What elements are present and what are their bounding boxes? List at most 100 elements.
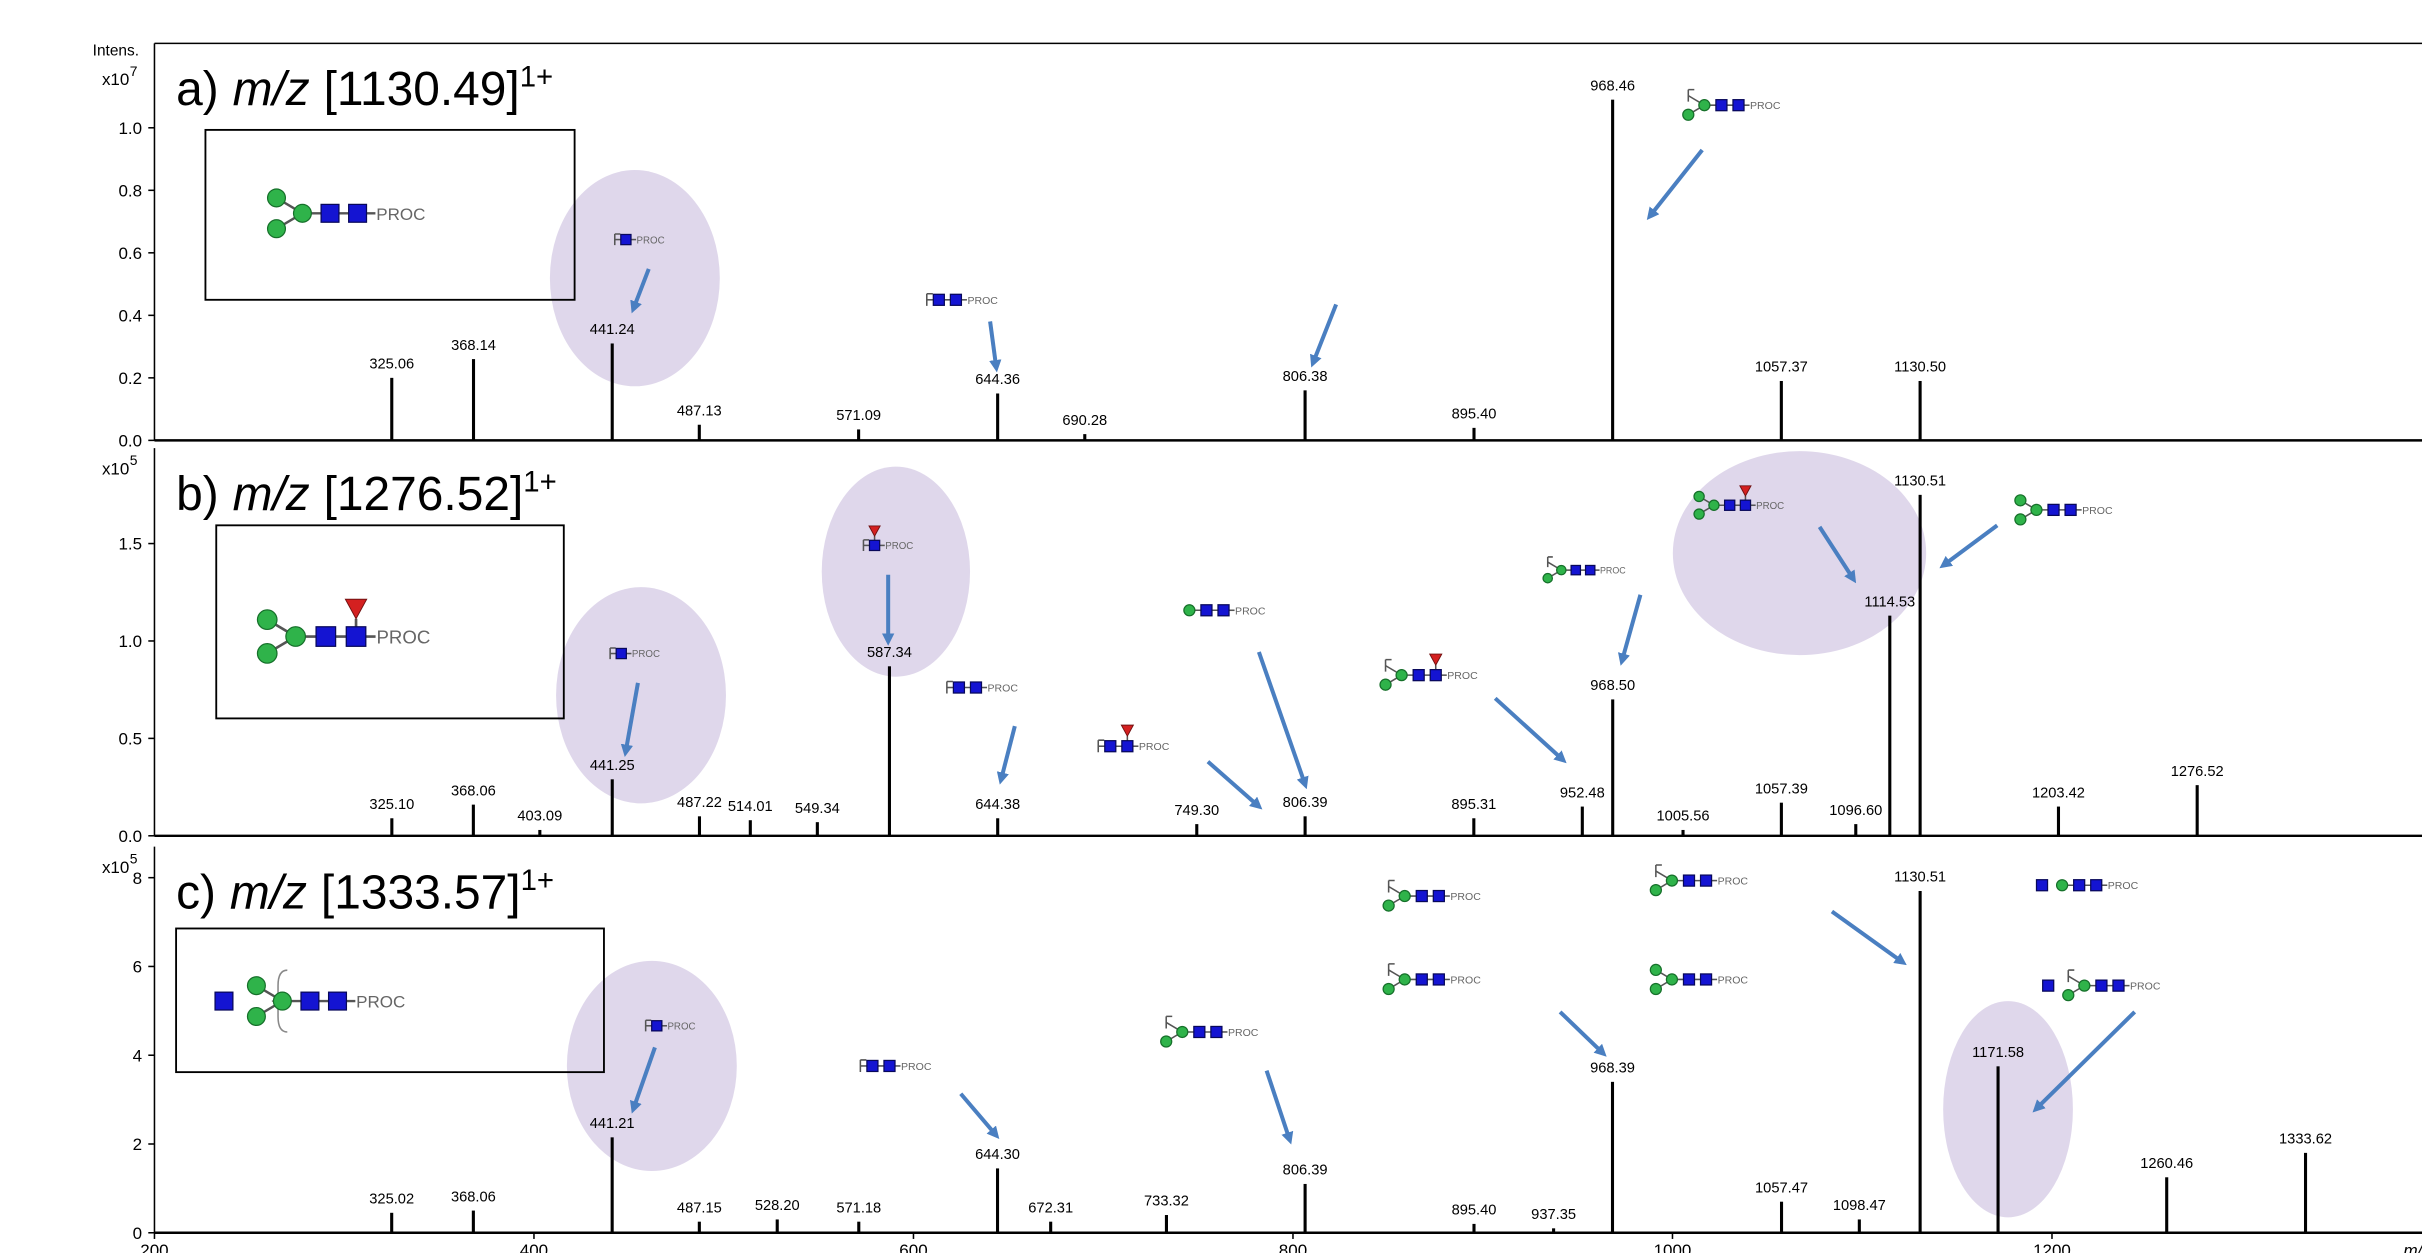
mannose xyxy=(2015,495,2026,506)
arrow xyxy=(1313,304,1336,363)
glcnac xyxy=(1586,565,1595,574)
peak-label: 1130.51 xyxy=(1894,474,1946,490)
glycan: PROC xyxy=(1383,880,1481,911)
peak xyxy=(1195,824,1198,836)
peak-label: 368.06 xyxy=(451,1189,496,1205)
peak xyxy=(1304,390,1307,440)
y-unit: x10 xyxy=(102,858,129,877)
peak-label: 644.36 xyxy=(975,372,1020,388)
glycan: PROC xyxy=(646,1020,696,1032)
y-tick-label: 0.0 xyxy=(118,432,142,451)
glycan: PROC xyxy=(2015,495,2113,525)
glcnac xyxy=(953,682,964,693)
glcnac xyxy=(970,682,981,693)
arrow xyxy=(1001,726,1015,780)
peak xyxy=(472,805,475,836)
y-tick-label: 1.0 xyxy=(118,119,142,138)
mannose xyxy=(1694,509,1704,519)
glcnac xyxy=(884,1060,895,1071)
panel-title: a)m/z[1130.49]1+ xyxy=(176,61,553,117)
glycan-tag: PROC xyxy=(1450,891,1481,903)
mannose xyxy=(294,204,312,222)
peak-label: 487.22 xyxy=(677,795,722,811)
peak-label: 644.30 xyxy=(975,1147,1020,1163)
mannose xyxy=(1557,565,1566,574)
mannose xyxy=(257,644,277,664)
x-tick-label: 800 xyxy=(1279,1241,1307,1253)
glcnac xyxy=(1433,891,1444,902)
peak-label: 806.39 xyxy=(1283,795,1328,811)
glycan: PROC xyxy=(215,977,405,1026)
glycan: PROC xyxy=(1683,90,1781,121)
arrow xyxy=(1622,595,1641,661)
peak-label: 1114.53 xyxy=(1864,594,1915,610)
glycan-tag: PROC xyxy=(1450,974,1481,986)
arrow xyxy=(1495,698,1563,760)
glcnac xyxy=(1122,741,1133,752)
glcnac xyxy=(1194,1026,1205,1037)
peak xyxy=(2196,785,2199,836)
glycan-tag: PROC xyxy=(632,649,660,660)
y-tick-label: 6 xyxy=(133,958,142,977)
x-tick-label: 1200 xyxy=(2033,1241,2071,1253)
peak-label: 968.46 xyxy=(1590,78,1635,94)
highlight-layer xyxy=(550,170,2073,1217)
peak-label: 968.50 xyxy=(1590,678,1635,694)
peak xyxy=(538,830,541,836)
mannose xyxy=(2079,980,2090,991)
peak xyxy=(1049,1222,1052,1233)
mannose xyxy=(1709,500,1719,510)
panel-title: c)m/z[1333.57]1+ xyxy=(176,864,554,920)
glcnac xyxy=(621,234,631,244)
peak xyxy=(2304,1153,2307,1233)
peak xyxy=(611,779,614,835)
glcnac xyxy=(329,992,347,1010)
panel-ion: m/z xyxy=(233,63,310,116)
glcnac xyxy=(1201,605,1212,616)
peak-label: 325.06 xyxy=(369,357,414,373)
glcnac xyxy=(1433,974,1444,985)
glcnac xyxy=(1105,741,1116,752)
glycan-tag: PROC xyxy=(356,993,405,1012)
glycan-tag: PROC xyxy=(637,235,665,246)
peak-label: 1276.52 xyxy=(2171,764,2224,780)
glycan-tag: PROC xyxy=(1235,605,1266,617)
glycan-tag: PROC xyxy=(1228,1027,1259,1039)
glycan: PROC xyxy=(1543,557,1626,583)
arrow xyxy=(1267,1071,1290,1141)
peak xyxy=(698,816,701,835)
peak xyxy=(1552,1228,1555,1232)
panel-mass: [1333.57] xyxy=(321,866,521,919)
y-tick-label: 0.8 xyxy=(118,181,142,200)
peak-label: 1171.58 xyxy=(1972,1045,2024,1061)
y-tick-label: 0.4 xyxy=(118,307,142,326)
glycan: PROC xyxy=(1098,725,1169,753)
glcnac xyxy=(1211,1026,1222,1037)
peak xyxy=(390,1213,393,1233)
mannose xyxy=(1699,100,1710,111)
peak-label: 1130.51 xyxy=(1894,870,1946,886)
peak-label: 487.15 xyxy=(677,1200,722,1216)
glycan: PROC xyxy=(927,294,998,307)
glycan-tag: PROC xyxy=(1600,566,1626,576)
mannose xyxy=(1650,983,1661,994)
peak xyxy=(611,343,614,440)
fucose xyxy=(345,599,366,619)
highlight-ellipse xyxy=(567,961,737,1171)
peak-label: 403.09 xyxy=(517,809,562,825)
panel-letter: a) xyxy=(176,63,219,116)
glcnac xyxy=(2065,504,2076,515)
peak-label: 571.09 xyxy=(836,408,881,424)
arrow xyxy=(990,321,996,367)
spectrum-panel: 0246820040060080010001200m/zx105c)m/z[13… xyxy=(102,847,2422,1253)
peak xyxy=(698,425,701,441)
glcnac xyxy=(1416,891,1427,902)
peak xyxy=(1472,818,1475,836)
glcnac xyxy=(1416,974,1427,985)
peak xyxy=(472,359,475,440)
peak xyxy=(1611,1082,1614,1233)
glcnac xyxy=(652,1021,662,1031)
glcnac xyxy=(1571,565,1580,574)
peak xyxy=(1780,803,1783,836)
mannose xyxy=(1383,900,1394,911)
